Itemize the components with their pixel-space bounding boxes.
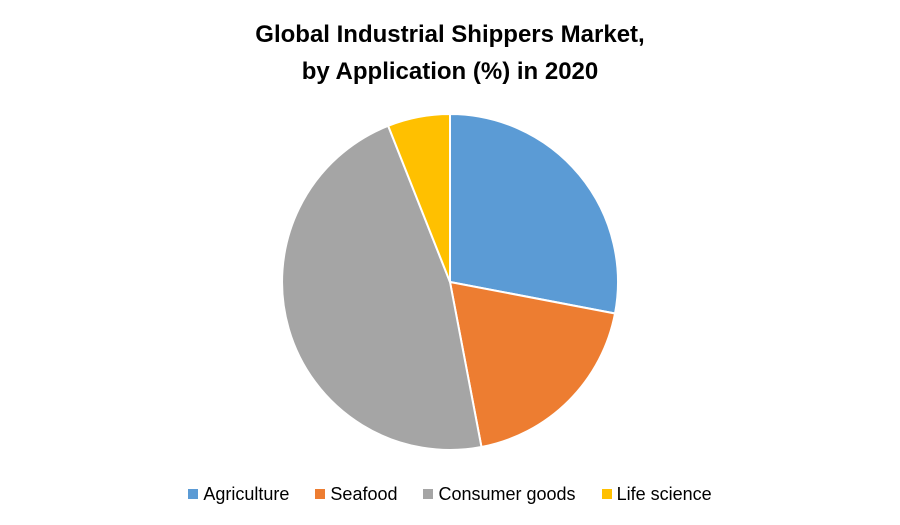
legend-item-seafood: Seafood <box>315 484 397 505</box>
legend-swatch-agriculture <box>188 489 199 499</box>
legend-label-life-science: Life science <box>616 483 712 504</box>
legend-swatch-consumer-goods <box>423 489 434 499</box>
legend-label-agriculture: Agriculture <box>203 483 290 504</box>
pie-slice-consumer-goods <box>281 124 483 451</box>
chart-title-line-2: by Application (%) in 2020 <box>301 58 599 85</box>
legend-item-life-science: Life science <box>601 483 712 505</box>
pie-slice-life-science <box>387 113 451 283</box>
legend-item-agriculture: Agriculture <box>188 484 289 505</box>
legend-item-consumer-goods: Consumer goods <box>423 483 576 505</box>
legend: Agriculture Seafood Consumer goods Life … <box>0 481 900 507</box>
legend-swatch-seafood <box>315 489 326 499</box>
pie-slice-agriculture <box>449 113 619 315</box>
chart-title-line-1: Global Industrial Shippers Market, <box>255 21 645 48</box>
legend-label-consumer-goods: Consumer goods <box>438 483 576 504</box>
legend-label-seafood: Seafood <box>330 483 398 504</box>
legend-swatch-life-science <box>601 489 612 499</box>
pie-slice-seafood <box>449 281 617 449</box>
